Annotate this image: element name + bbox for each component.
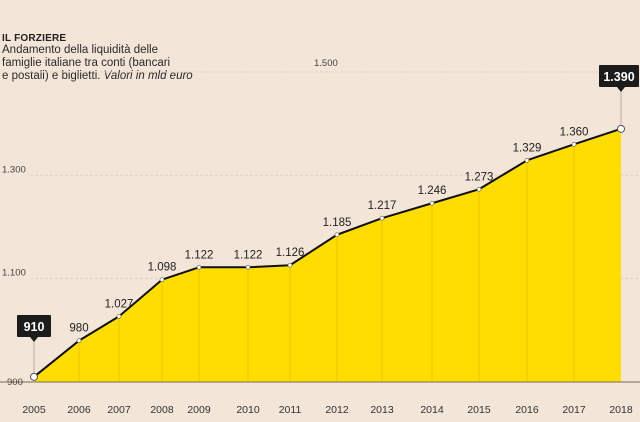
- data-point-2018[interactable]: [617, 124, 625, 133]
- data-point-2014[interactable]: [429, 200, 435, 206]
- series-line: [33, 127, 622, 378]
- x-tick-label: 2016: [515, 404, 539, 416]
- y-tick-label: 1.100: [2, 268, 26, 279]
- line-layer: [33, 127, 622, 378]
- data-point-2007[interactable]: [116, 314, 122, 319]
- area-fill: [34, 128, 621, 382]
- callout-pointer: [617, 87, 625, 92]
- y-tick-label: 1.500: [314, 58, 338, 69]
- callout-pointer: [30, 337, 38, 342]
- data-label-2017: 1.360: [560, 126, 589, 138]
- subtitle-line-1: Andamento della liquidità delle: [2, 44, 158, 56]
- data-label-2018: 1.390: [603, 70, 634, 84]
- x-tick-label: 2008: [150, 404, 174, 416]
- y-tick-label: 900: [7, 377, 23, 388]
- y-tick-label: 1.300: [2, 164, 26, 175]
- data-label-2013: 1.217: [368, 200, 397, 212]
- chart-subtitle: Andamento della liquidità delle famiglie…: [2, 44, 262, 83]
- data-label-2009: 1.122: [185, 249, 214, 261]
- subtitle-units: Valori in mld euro: [103, 70, 193, 82]
- data-label-2016: 1.329: [513, 142, 542, 154]
- data-label-2012: 1.185: [323, 217, 352, 229]
- data-label-2007: 1.027: [105, 298, 134, 310]
- x-tick-label: 2014: [420, 404, 444, 416]
- x-tick-label: 2011: [279, 404, 302, 416]
- data-point-2012[interactable]: [334, 232, 340, 238]
- data-label-2005: 910: [24, 320, 45, 334]
- callout-box-2018: [599, 65, 639, 87]
- x-tick-label: 2013: [370, 404, 394, 416]
- x-tick-label: 2010: [236, 404, 260, 416]
- subtitle-line-3-plain: e postali) e biglietti.: [2, 70, 104, 82]
- data-label-2008: 1.098: [148, 262, 177, 274]
- data-point-2006[interactable]: [76, 338, 82, 343]
- x-tick-label: 2006: [67, 404, 91, 416]
- area-layer: [34, 128, 621, 382]
- x-tick-label: 2018: [609, 404, 633, 416]
- data-label-2014: 1.246: [418, 185, 447, 197]
- data-point-2005[interactable]: [30, 372, 38, 381]
- points-layer: [30, 124, 625, 381]
- data-point-2008[interactable]: [159, 277, 165, 283]
- chart-kicker: IL FORZIERE: [2, 33, 67, 44]
- x-tick-label: 2017: [562, 404, 586, 416]
- data-point-2016[interactable]: [524, 158, 530, 163]
- data-label-2015: 1.273: [465, 171, 494, 183]
- callout-box-2005: [17, 315, 51, 337]
- data-point-2015[interactable]: [476, 186, 482, 192]
- x-axis: 2005 2006 2007 2008 2009 2010 2011 2012 2013 2014…: [0, 381, 640, 416]
- subtitle-line-3: e postali) e biglietti. Valori in mld eu…: [2, 70, 262, 83]
- subtitle-line-2: famiglie italiane tra conti (bancari: [2, 57, 171, 69]
- labels-layer: 910 980 1.027 1.098 1.122 1.122 1.126 1.185 1.21…: [17, 65, 639, 373]
- chart-header: IL FORZIERE Andamento della liquidità de…: [2, 33, 262, 83]
- data-label-2011: 1.126: [276, 247, 305, 259]
- y-axis: 900 1.100 1.300 1.500: [2, 58, 338, 388]
- data-point-2011[interactable]: [287, 262, 293, 268]
- x-tick-label: 2012: [325, 404, 349, 416]
- data-point-2009[interactable]: [196, 264, 202, 270]
- x-tick-label: 2007: [107, 404, 131, 416]
- x-tick-label: 2015: [467, 404, 491, 416]
- data-label-2010: 1.122: [234, 249, 263, 261]
- data-point-2010[interactable]: [245, 264, 251, 270]
- data-label-2006: 980: [69, 323, 88, 335]
- x-tick-label: 2005: [22, 404, 46, 416]
- data-point-2017[interactable]: [571, 142, 577, 147]
- data-point-2013[interactable]: [379, 215, 385, 221]
- x-tick-label: 2009: [187, 404, 211, 416]
